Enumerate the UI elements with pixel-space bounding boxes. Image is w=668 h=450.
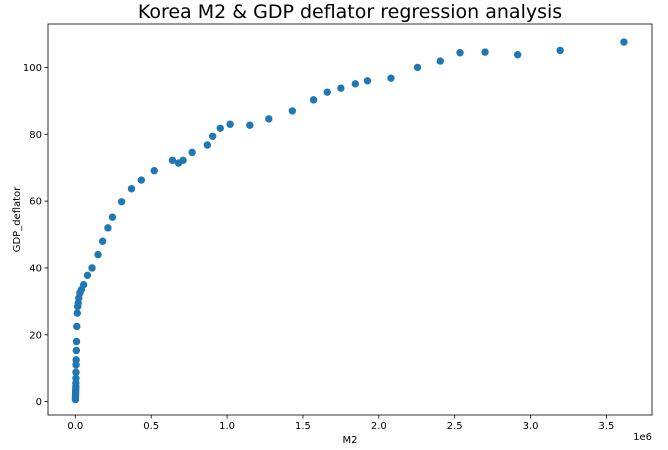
data-point xyxy=(150,167,158,175)
y-tick-label: 60 xyxy=(29,197,42,208)
data-point xyxy=(73,309,81,317)
data-point xyxy=(323,88,331,96)
data-point xyxy=(288,107,297,115)
data-point xyxy=(337,84,345,92)
data-point xyxy=(203,141,212,149)
y-tick-label: 0 xyxy=(36,397,42,408)
data-point xyxy=(226,120,234,128)
y-tick-label: 80 xyxy=(29,130,42,141)
data-point xyxy=(179,156,187,165)
data-point xyxy=(72,337,81,346)
data-point xyxy=(168,156,177,165)
x-axis-label: M2 xyxy=(343,435,358,446)
x-tick-label: 1.0 xyxy=(219,421,235,432)
x-tick-label: 3.0 xyxy=(523,421,539,432)
data-point xyxy=(456,49,464,57)
data-point xyxy=(94,250,102,259)
data-point xyxy=(72,346,81,355)
x-tick-label: 0.0 xyxy=(67,421,83,432)
data-point xyxy=(127,185,136,193)
x-axis-offset-label: 1e6 xyxy=(633,432,652,443)
data-point xyxy=(413,63,422,72)
data-point xyxy=(309,96,318,104)
data-point xyxy=(363,77,372,85)
data-point xyxy=(513,51,522,59)
plot-area-frame xyxy=(47,23,653,416)
y-axis-label: GDP_deflator xyxy=(12,186,23,252)
y-tick-label: 40 xyxy=(29,263,42,274)
data-point xyxy=(98,237,107,245)
x-tick-label: 1.5 xyxy=(295,421,311,432)
data-point xyxy=(481,48,489,56)
data-point xyxy=(208,132,217,140)
data-point xyxy=(188,148,196,157)
data-point xyxy=(108,213,117,221)
data-points xyxy=(71,38,628,404)
data-point xyxy=(117,198,126,206)
x-tick-label: 0.5 xyxy=(143,421,159,432)
data-point xyxy=(88,264,96,272)
data-point xyxy=(72,368,80,376)
data-point xyxy=(216,124,224,132)
data-point xyxy=(246,121,254,129)
y-tick-label: 20 xyxy=(29,330,42,341)
data-point xyxy=(72,374,80,382)
data-point xyxy=(436,57,444,65)
data-point xyxy=(104,224,112,232)
data-point xyxy=(351,80,360,88)
y-axis: 0 20 40 60 80 100 xyxy=(23,63,48,408)
data-point xyxy=(83,271,92,280)
data-point xyxy=(73,322,81,331)
x-axis: 0.0 0.5 1.0 1.5 2.0 2.5 3.0 3.5 xyxy=(67,415,614,432)
data-point xyxy=(79,280,88,289)
data-point xyxy=(265,115,273,123)
data-point xyxy=(556,46,564,55)
chart-title: Korea M2 & GDP deflator regression analy… xyxy=(138,1,562,23)
x-tick-label: 2.5 xyxy=(447,421,463,432)
data-point xyxy=(387,74,395,82)
x-tick-label: 2.0 xyxy=(371,421,387,432)
data-point xyxy=(620,38,628,46)
data-point xyxy=(72,356,80,364)
x-tick-label: 3.5 xyxy=(599,421,615,432)
y-tick-label: 100 xyxy=(23,63,42,74)
data-point xyxy=(137,176,146,184)
